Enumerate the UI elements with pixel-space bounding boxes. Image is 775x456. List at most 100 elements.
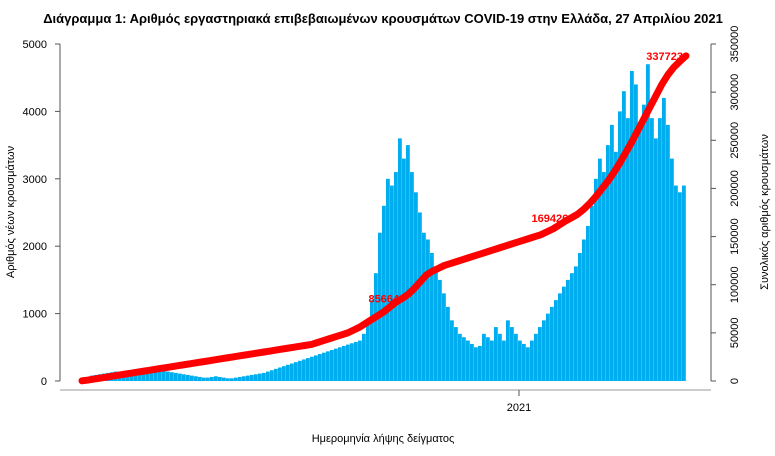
bar-118 <box>554 300 558 381</box>
y2-axis-title: Συνολικός αριθμός κρουσμάτων <box>759 134 771 290</box>
bar-80 <box>402 158 406 381</box>
bar-32 <box>210 376 214 381</box>
bar-132 <box>610 124 614 381</box>
bar-114 <box>538 327 542 381</box>
bar-63 <box>334 348 338 381</box>
bar-122 <box>570 273 574 381</box>
bar-28 <box>194 376 198 381</box>
bar-56 <box>306 358 310 381</box>
bar-57 <box>310 356 314 381</box>
bar-91 <box>446 306 450 381</box>
bar-19 <box>158 371 162 381</box>
y-tick-label-3000: 3000 <box>23 174 47 186</box>
bar-138 <box>634 84 638 381</box>
bar-26 <box>186 374 190 381</box>
y-axis-title: Αριθμός νέων κρουσμάτων <box>5 145 17 278</box>
bar-148 <box>674 185 678 381</box>
bar-48 <box>274 368 278 381</box>
bar-22 <box>170 372 174 381</box>
bar-45 <box>262 372 266 381</box>
bar-62 <box>330 350 334 381</box>
bar-65 <box>342 345 346 381</box>
bar-73 <box>374 273 378 381</box>
y2-tick-label-350000: 350000 <box>729 26 741 63</box>
bar-143 <box>654 138 658 381</box>
bar-141 <box>646 64 650 381</box>
bar-58 <box>314 355 318 381</box>
y-tick-label-4000: 4000 <box>23 106 47 118</box>
bar-95 <box>462 337 466 381</box>
bar-87 <box>430 252 434 381</box>
bar-104 <box>498 333 502 381</box>
bar-100 <box>482 333 486 381</box>
bar-60 <box>322 352 326 381</box>
bar-97 <box>470 343 474 381</box>
bar-84 <box>418 212 422 381</box>
bar-68 <box>354 341 358 381</box>
bar-137 <box>630 70 634 382</box>
bar-128 <box>594 178 598 381</box>
bar-102 <box>490 340 494 381</box>
bar-150 <box>682 185 686 381</box>
y-tick-label-5000: 5000 <box>23 39 47 51</box>
bar-99 <box>478 345 482 381</box>
bar-36 <box>226 378 230 381</box>
bar-74 <box>378 232 382 381</box>
bar-75 <box>382 205 386 381</box>
bar-101 <box>486 337 490 381</box>
bar-106 <box>506 320 510 381</box>
cumulative-line <box>78 52 690 385</box>
bar-25 <box>182 374 186 381</box>
bar-37 <box>230 378 234 381</box>
bar-14 <box>138 374 142 381</box>
bar-120 <box>562 286 566 381</box>
bar-34 <box>218 376 222 381</box>
bar-24 <box>178 373 182 381</box>
y2-tick-label-50000: 50000 <box>729 318 741 349</box>
bar-85 <box>422 232 426 381</box>
bar-39 <box>238 376 242 381</box>
bar-17 <box>150 372 154 381</box>
y2-axis-ticks: 0 50000 100000 150000 200000 250000 300000 3500… <box>711 26 741 384</box>
bar-144 <box>658 118 662 381</box>
bar-64 <box>338 347 342 381</box>
bar-96 <box>466 340 470 381</box>
bar-149 <box>678 192 682 381</box>
bar-77 <box>390 185 394 381</box>
bar-52 <box>290 363 294 381</box>
bar-67 <box>350 343 354 381</box>
bar-43 <box>254 374 258 381</box>
line-annotations: 85664 169426 337723 <box>369 51 683 306</box>
bar-61 <box>326 351 330 381</box>
bar-109 <box>518 340 522 381</box>
bar-13 <box>134 375 138 381</box>
bar-125 <box>582 239 586 381</box>
bar-23 <box>174 372 178 381</box>
bar-86 <box>426 239 430 381</box>
bar-107 <box>510 327 514 381</box>
bar-112 <box>530 340 534 381</box>
bar-103 <box>494 327 498 381</box>
annotation-169426: 169426 <box>532 213 569 225</box>
bar-93 <box>454 327 458 381</box>
bar-117 <box>550 306 554 381</box>
bar-11 <box>126 374 130 381</box>
bar-33 <box>214 376 218 381</box>
bar-124 <box>578 252 582 381</box>
bar-66 <box>346 344 350 381</box>
bar-40 <box>242 376 246 381</box>
bar-82 <box>410 172 414 381</box>
x-tick-label-2021: 2021 <box>507 402 531 414</box>
x-axis-title: Ημερομηνία λήψης δείγματος <box>312 433 455 445</box>
bar-135 <box>622 91 626 382</box>
bar-134 <box>618 111 622 382</box>
bar-142 <box>650 118 654 381</box>
bar-71 <box>366 320 370 381</box>
bar-126 <box>586 225 590 381</box>
bar-116 <box>546 313 550 381</box>
bar-113 <box>534 333 538 381</box>
annotation-337723: 337723 <box>646 51 683 63</box>
bar-series <box>82 64 686 382</box>
bar-139 <box>638 124 642 381</box>
bar-69 <box>358 340 362 381</box>
